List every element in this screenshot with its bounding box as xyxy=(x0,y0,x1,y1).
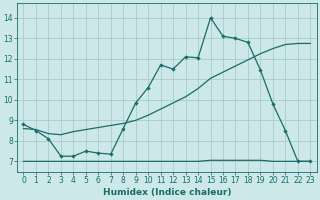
X-axis label: Humidex (Indice chaleur): Humidex (Indice chaleur) xyxy=(103,188,231,197)
